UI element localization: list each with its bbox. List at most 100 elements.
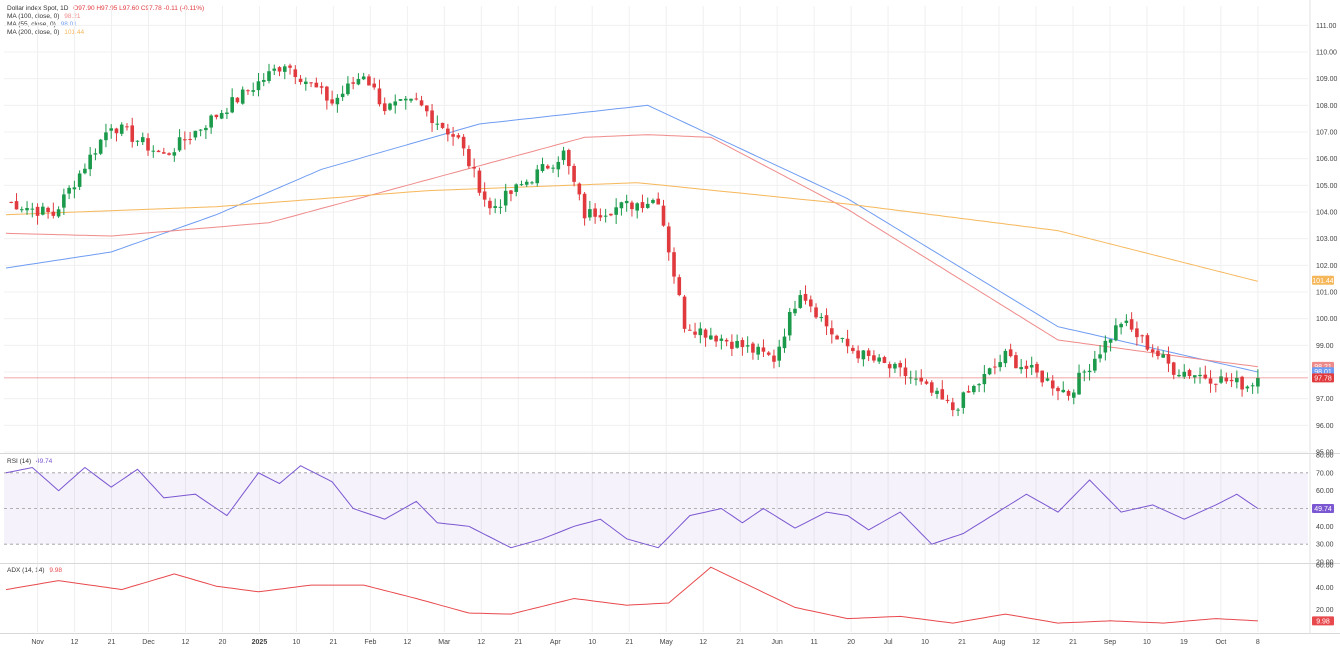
time-tick-label: 21 (736, 639, 744, 646)
candle-body (577, 183, 582, 195)
legend-ma55-label: MA (55, close, 0) (7, 21, 56, 28)
legend-rsi-value: 49.74 (36, 458, 53, 465)
candle-body (1119, 323, 1123, 328)
candle-body (624, 200, 629, 204)
candle-body (966, 391, 971, 393)
ma55-badge-label: 98.01 (1314, 369, 1332, 376)
legend-adx: ADX (14, 14) 9.98 (7, 567, 62, 575)
candle-body (398, 99, 403, 101)
time-tick-label: 8 (1256, 639, 1260, 646)
candle-body (1245, 386, 1250, 389)
candle-body (298, 78, 303, 83)
candle-body (414, 98, 419, 100)
candle-body (472, 166, 476, 169)
candle-body (619, 202, 624, 209)
candle-body (861, 350, 866, 360)
time-tick-label: 12 (182, 639, 190, 646)
price-tick-label: 101.00 (1316, 290, 1338, 297)
candle-body (209, 115, 213, 128)
time-tick-label: 11 (810, 639, 817, 646)
candle-body (372, 83, 376, 88)
candle-body (777, 346, 782, 361)
candle-body (56, 209, 61, 217)
candle-body (940, 389, 945, 400)
candle-body (62, 194, 66, 208)
candle-body (698, 328, 703, 336)
candle-body (25, 208, 29, 211)
candle-body (314, 82, 319, 88)
legend-ma55: MA (55, close, 0) 98.01 (7, 21, 204, 29)
candle-body (1071, 392, 1076, 398)
candle-body (498, 206, 503, 208)
candle-body (945, 399, 950, 401)
candle-body (851, 347, 855, 352)
candle-body (256, 81, 261, 91)
candle-body (614, 207, 618, 215)
candle-body (1214, 383, 1218, 385)
candle-body (972, 385, 976, 393)
candle-body (524, 181, 529, 185)
candle-body (603, 215, 608, 217)
candle-body (714, 335, 718, 342)
candle-body (330, 99, 334, 104)
candle-body (935, 390, 939, 394)
candle-body (1198, 374, 1202, 377)
candle-body (272, 68, 277, 71)
candle-body (1087, 370, 1092, 373)
adx-tick-label: 40.00 (1316, 585, 1334, 592)
time-tick-label: 20 (847, 639, 855, 646)
candle-body (1082, 371, 1087, 373)
time-tick-label: Mar (438, 639, 451, 646)
candle-body (361, 76, 366, 80)
candle-body (666, 226, 671, 253)
candle-body (1024, 365, 1029, 369)
time-tick-label: May (660, 639, 674, 646)
candle-body (288, 65, 292, 68)
candle-body (993, 366, 997, 368)
rsi-tick-label: 20.00 (1316, 560, 1334, 567)
legend-ma100-label: MA (100, close, 0) (7, 13, 60, 20)
candle-body (1208, 378, 1213, 384)
candle-body (782, 336, 787, 349)
candle-body (425, 105, 429, 112)
candle-body (561, 150, 566, 161)
candle-body (1056, 387, 1060, 392)
time-tick-label: 20 (219, 639, 227, 646)
candle-body (1003, 350, 1008, 364)
candle-body (367, 76, 371, 86)
candle-body (919, 377, 924, 382)
candle-body (1145, 335, 1150, 350)
candle-body (1108, 339, 1113, 343)
legend-rsi: RSI (14) 49.74 (7, 458, 52, 466)
candle-body (14, 201, 19, 210)
candle-body (1061, 389, 1066, 393)
candle-body (435, 123, 440, 125)
time-tick-label: 12 (1032, 639, 1040, 646)
price-tick-label: 109.00 (1316, 76, 1338, 83)
candle-body (183, 139, 187, 141)
candle-body (572, 165, 576, 182)
candle-body (51, 211, 56, 216)
legend-ma100-value: 98.21 (64, 13, 81, 20)
time-tick-label: 21 (329, 639, 337, 646)
time-tick-label: Sep (1104, 639, 1117, 646)
time-tick-label: 21 (108, 639, 116, 646)
ma100-line (5, 134, 1258, 368)
candle-body (982, 373, 987, 385)
candle-body (898, 363, 902, 368)
candle-body (198, 129, 203, 131)
candle-body (819, 316, 824, 318)
candle-body (519, 184, 524, 186)
candle-body (1140, 335, 1144, 337)
candle-body (856, 350, 860, 359)
candle-body (661, 205, 666, 226)
time-tick-label: 10 (588, 639, 596, 646)
ma200-badge-label: 101.44 (1312, 278, 1334, 285)
ma55-line (5, 104, 1259, 373)
candle-body (682, 296, 687, 329)
candle-body (282, 66, 287, 72)
candle-body (1029, 365, 1034, 368)
candle-body (440, 122, 445, 128)
price-tick-label: 100.00 (1316, 316, 1338, 323)
